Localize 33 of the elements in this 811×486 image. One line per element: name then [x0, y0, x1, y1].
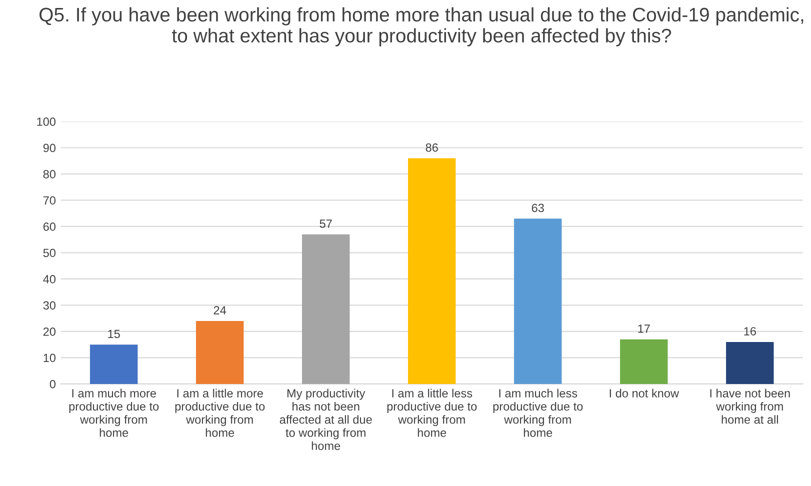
x-tick-label: I am a little more productive due to working from home: [175, 388, 265, 437]
data-label: 57: [320, 220, 332, 228]
y-tick-label: 80: [43, 170, 56, 178]
x-tick-label: I am much less productive due to working from home: [493, 388, 583, 437]
bar: [514, 218, 562, 384]
x-tick-label: My productivity has not been affected at all due to working from home: [280, 388, 372, 450]
data-label: 17: [638, 324, 650, 333]
data-label: 24: [214, 306, 226, 314]
y-tick-label: 0: [50, 380, 56, 388]
bar: [90, 344, 138, 384]
data-label: 16: [744, 327, 756, 336]
bar: [196, 320, 244, 384]
bar: [302, 234, 350, 384]
y-tick-label: 50: [43, 248, 56, 258]
data-label: 86: [426, 143, 438, 152]
y-tick-label: 20: [43, 327, 56, 336]
data-label: 63: [532, 204, 544, 212]
y-tick-label: 90: [43, 144, 56, 152]
chart-title: Q5. If you have been working from home more than usual due to the Covid-19 pandemic, to what extent has your productivity been affected by this?: [40, 7, 804, 46]
y-tick-label: 70: [43, 196, 56, 205]
y-tick-label: 40: [43, 275, 56, 284]
y-tick-label: 30: [43, 301, 56, 310]
x-tick-label: I am much more productive due to working from home: [69, 388, 159, 437]
data-label: 15: [108, 330, 120, 338]
y-tick-label: 100: [37, 118, 56, 126]
bar: [408, 158, 456, 384]
bar: [620, 339, 668, 384]
bar: [726, 342, 774, 384]
x-tick-label: I have not been working from home at all: [710, 388, 790, 424]
x-tick-label: I do not know: [610, 388, 680, 398]
x-tick-label: I am a little less productive due to working from home: [387, 388, 477, 437]
y-tick-label: 60: [43, 222, 56, 231]
y-tick-label: 10: [44, 354, 56, 362]
